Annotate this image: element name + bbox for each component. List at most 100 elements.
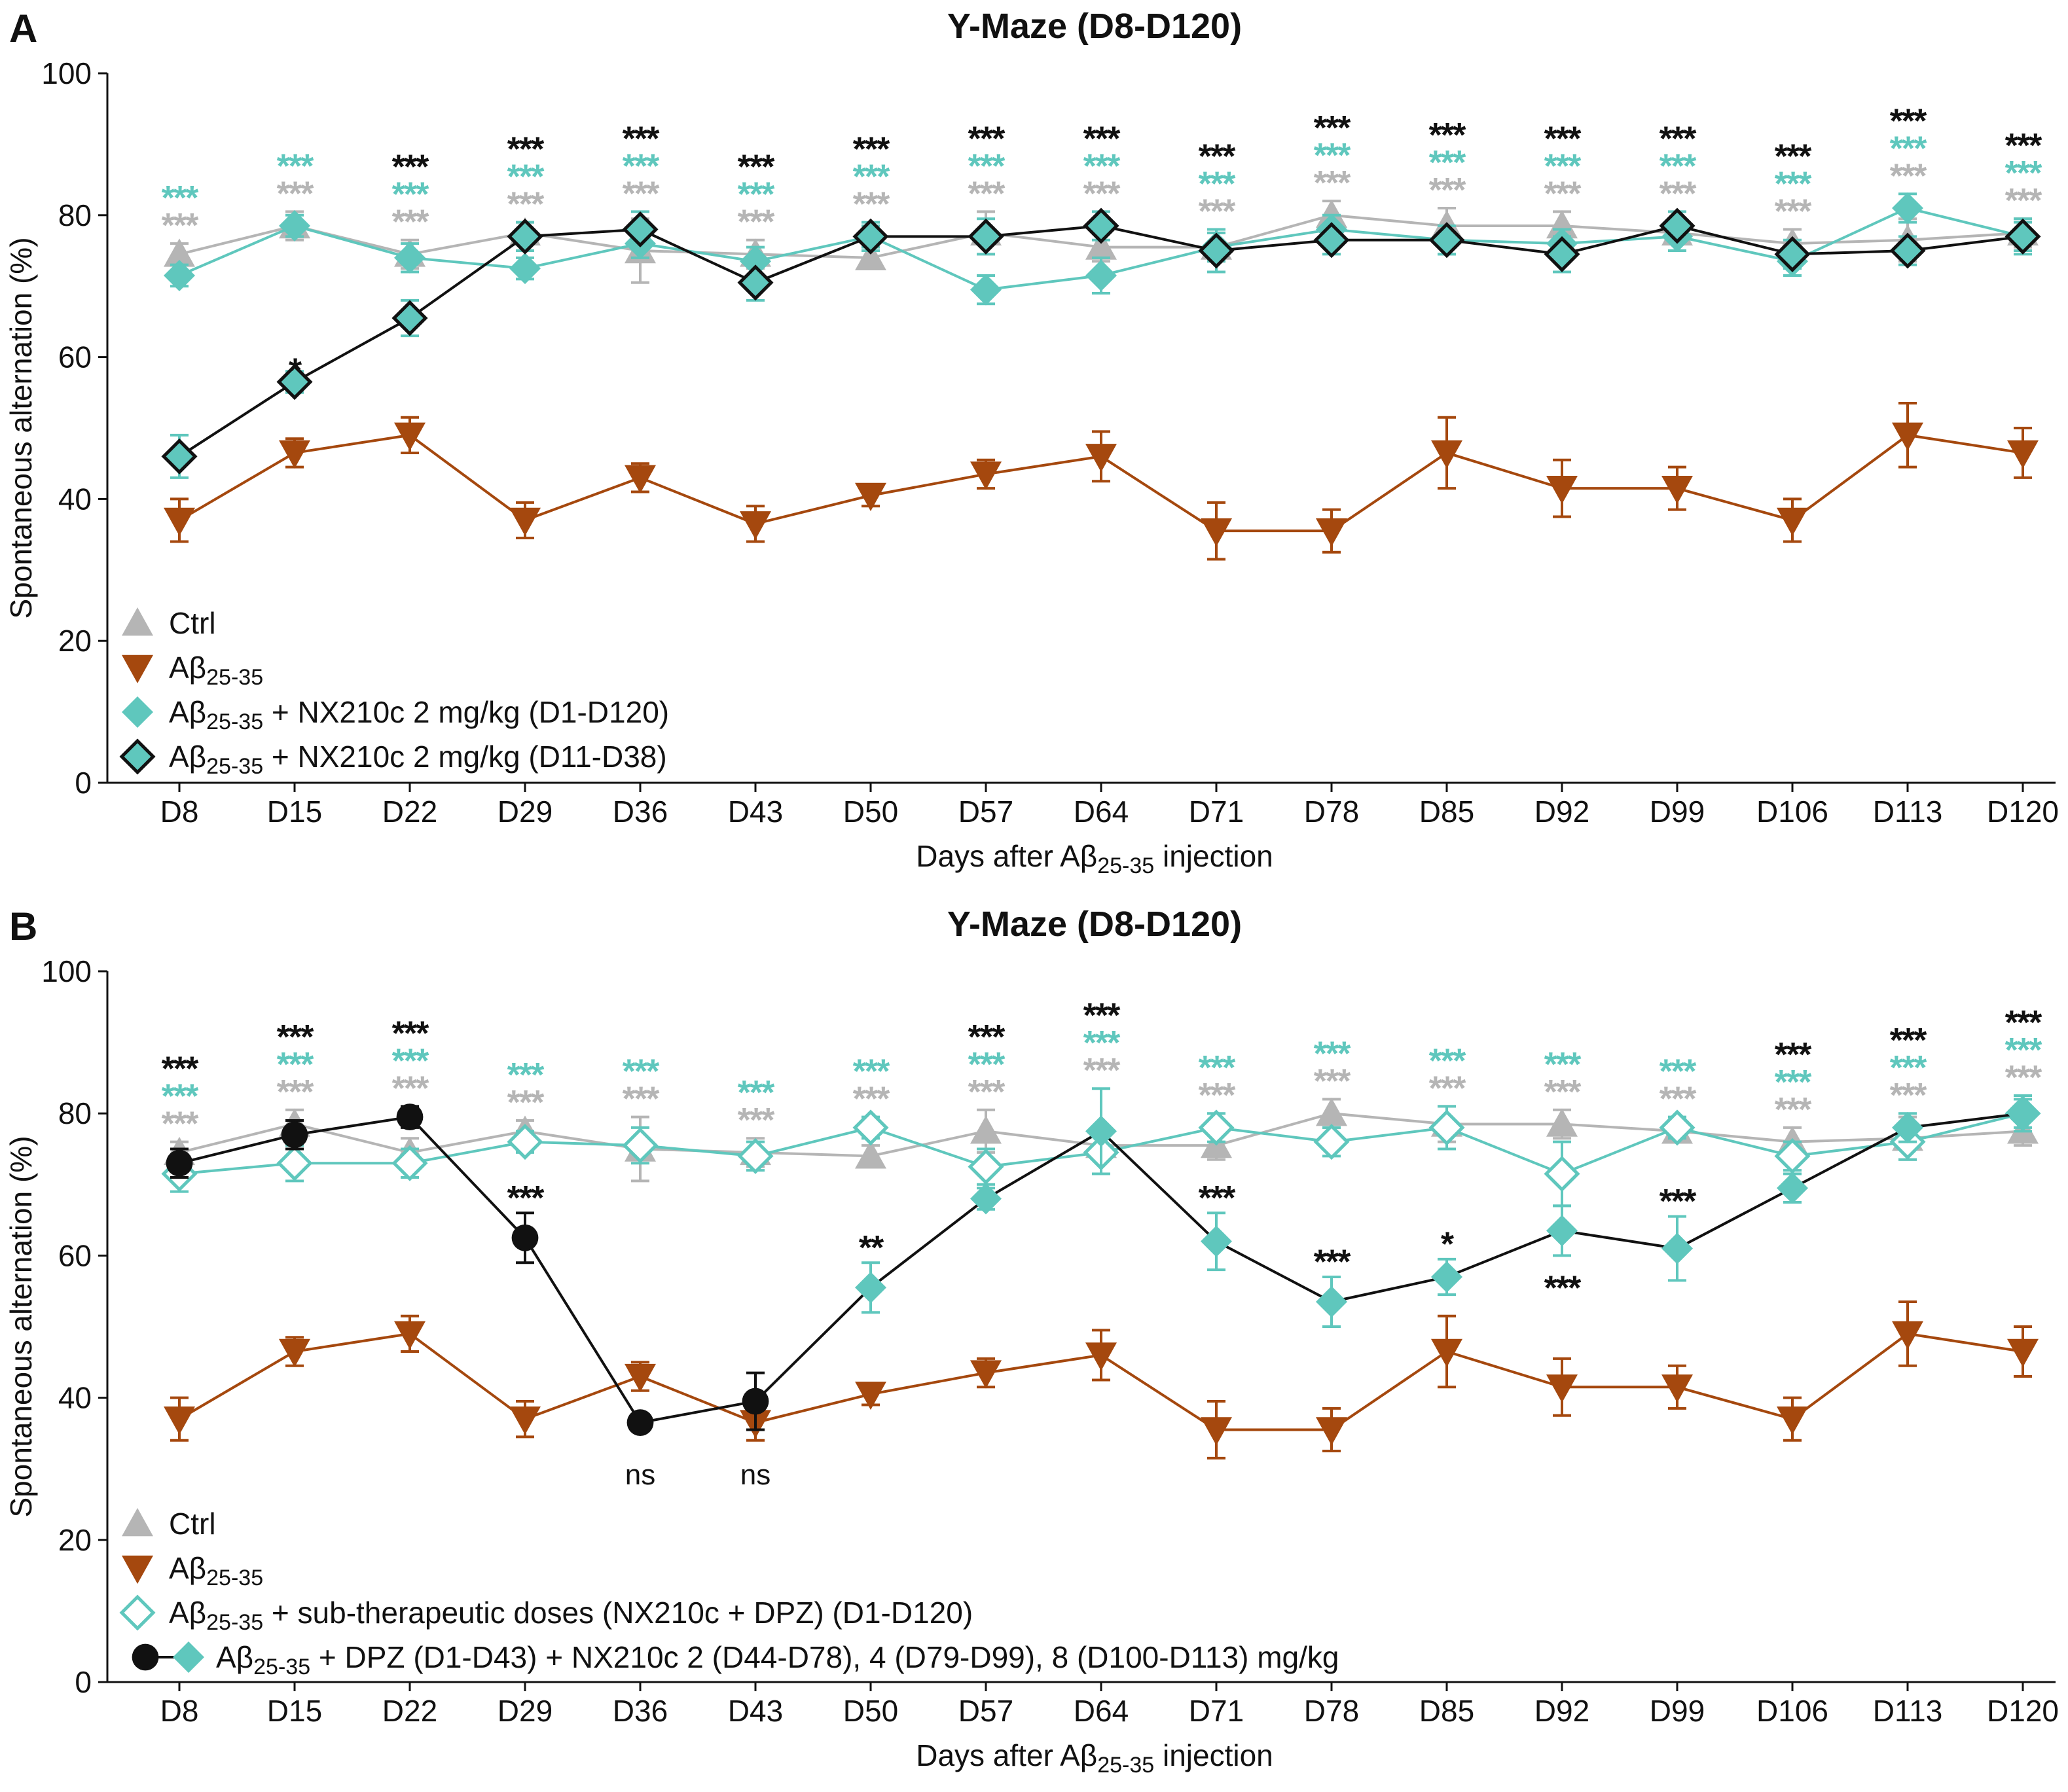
y-tick-label: 0 [75,1665,92,1699]
data-point [1085,444,1117,473]
data-point [164,1406,195,1435]
significance-stars: *** [623,1081,660,1119]
significance-stars: *** [1890,1022,1927,1060]
data-point [276,1145,313,1181]
x-tick-label: D57 [958,1694,1013,1728]
y-tick-label: 40 [58,482,92,516]
significance-stars: *** [1314,164,1351,202]
legend-marker [122,696,153,728]
data-point [1659,207,1696,244]
x-tick-label: D78 [1304,795,1359,829]
legend-label: Aβ25-35 [169,1551,263,1590]
significance-stars: *** [162,207,199,245]
significance-stars: *** [1660,175,1697,213]
significance-stars: *** [968,1073,1006,1111]
data-point [852,218,889,255]
data-point [164,259,195,291]
data-point [855,1381,886,1410]
x-tick-label: D120 [1987,1694,2059,1728]
significance-stars: *** [507,1056,545,1094]
series-nx_short [161,207,2041,479]
chart-title: Y-Maze (D8-D120) [947,905,1242,944]
significance-stars: *** [507,131,545,169]
significance-stars: *** [392,176,429,214]
significance-stars: *** [2005,1059,2042,1097]
data-point [625,465,656,493]
significance-stars: *** [738,204,775,242]
significance-stars: *** [1544,1270,1582,1308]
significance-stars: *** [623,1053,660,1091]
data-point [1313,222,1350,259]
significance-stars: *** [1199,192,1236,230]
significance-stars: *** [162,179,199,217]
x-tick-label: D120 [1987,795,2059,829]
significance-stars: *** [507,1084,545,1122]
series-combo [166,1087,2039,1437]
data-point [509,1406,541,1435]
significance-stars: *** [738,1074,775,1112]
significance-stars: *** [1314,1035,1351,1073]
y-tick-label: 100 [41,954,92,988]
significance-stars: *** [1083,997,1121,1035]
data-point [968,1149,1004,1185]
data-point [740,511,771,540]
data-point [281,1121,308,1149]
data-point [1546,475,1578,505]
significance-stars: *** [1660,1053,1697,1091]
y-tick-label: 0 [75,766,92,800]
data-point [276,364,313,401]
x-axis-label: Days after Aβ25-35 injection [916,839,1273,878]
x-tick-label: D85 [1419,795,1474,829]
data-point [391,300,428,336]
significance-stars: *** [1199,137,1236,175]
significance-stars: *** [1314,1062,1351,1100]
data-point [1892,422,1923,451]
significance-stars: *** [507,186,545,224]
data-point [968,218,1004,255]
significance-stars: *** [2005,1004,2042,1042]
significance-stars: *** [392,149,429,187]
data-point [737,264,774,301]
x-tick-label: D22 [382,795,437,829]
data-point [1661,1374,1693,1403]
significance-stars: *** [1199,1077,1236,1115]
significance-stars: *** [2005,127,2042,165]
ns-label: ns [740,1459,771,1491]
data-point [740,245,771,278]
x-tick-label: D106 [1756,795,1828,829]
significance-stars: *** [277,1046,314,1084]
data-point [1544,1155,1580,1192]
data-point [970,274,1002,306]
data-point [1428,1109,1465,1146]
chart-title: Y-Maze (D8-D120) [947,7,1242,46]
data-point [1546,1215,1578,1247]
data-point [396,1103,424,1131]
significance-stars: *** [1199,1179,1236,1217]
data-point [507,1124,543,1160]
panel-label: A [9,7,37,50]
data-point [1085,1115,1117,1147]
panel-label: B [9,905,37,948]
data-point [1889,232,1926,269]
data-point [625,1363,656,1393]
legend-label: Ctrl [169,1507,216,1541]
legend: Ctrl Aβ25-35 Aβ25-35 + sub-therapeutic dos… [119,1507,1339,1679]
data-point [1201,518,1232,547]
data-point [509,507,541,536]
legend-marker [122,654,153,683]
x-tick-label: D50 [843,795,898,829]
data-point [1892,1321,1923,1350]
data-point [509,253,541,285]
x-tick-label: D22 [382,1694,437,1728]
significance-stars: *** [623,120,660,158]
x-tick-label: D64 [1074,795,1129,829]
data-point [164,507,195,536]
data-point [1777,1406,1808,1435]
data-point [1661,1232,1693,1264]
significance-stars: *** [1890,130,1927,168]
significance-stars: *** [1314,109,1351,147]
data-point [1085,1342,1117,1371]
significance-stars: *** [968,147,1006,185]
x-tick-label: D113 [1873,795,1943,829]
